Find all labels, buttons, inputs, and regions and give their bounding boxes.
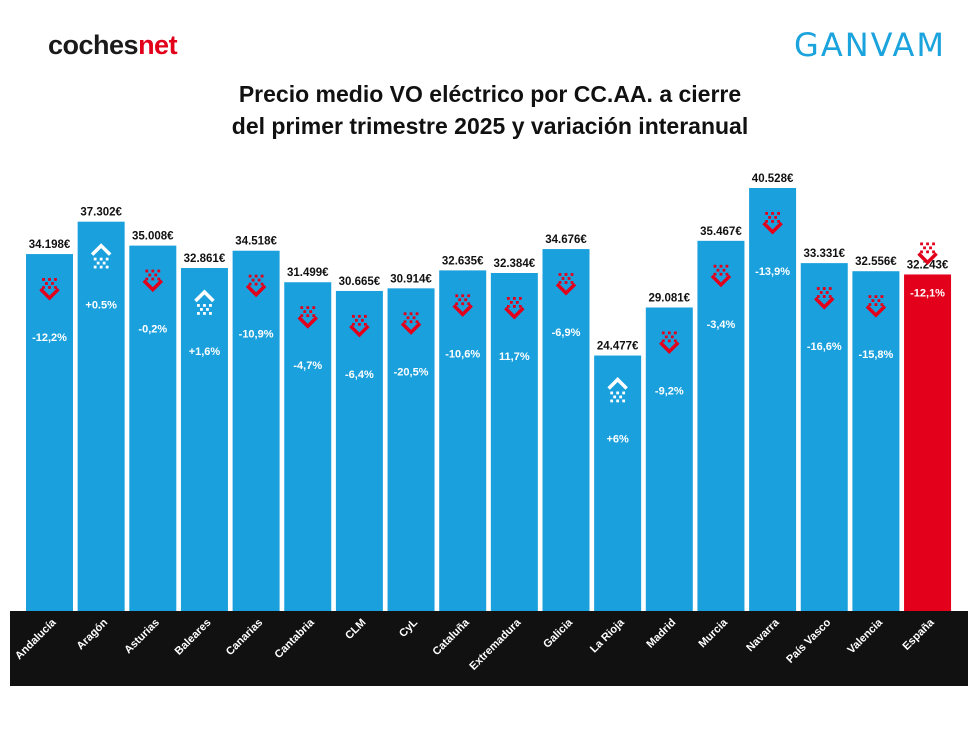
chart-title-line-2: del primer trimestre 2025 y variación in… <box>231 113 749 139</box>
arrow-up-icon <box>607 377 628 403</box>
value-label: 35.467€ <box>700 226 742 238</box>
arrow-up-icon <box>194 289 215 315</box>
bar <box>542 249 590 611</box>
value-label: 31.499€ <box>287 267 329 279</box>
variation-label: -0,2% <box>138 324 167 336</box>
bar <box>180 268 228 611</box>
variation-label: -16,6% <box>807 341 842 353</box>
arrow-down-icon <box>504 297 525 320</box>
variation-label: -6,4% <box>345 369 374 381</box>
bar <box>490 273 538 611</box>
cochesnet-logo: cochesnet <box>48 30 178 60</box>
category-label-strip <box>10 611 968 686</box>
value-label: 32.556€ <box>855 256 897 268</box>
variation-label: -20,5% <box>394 366 429 378</box>
variation-label: -12,2% <box>32 332 67 344</box>
arrow-down-icon <box>917 242 938 265</box>
arrow-down-icon <box>710 264 732 288</box>
variation-label: -13,9% <box>755 266 790 278</box>
value-label: 32.384€ <box>494 258 536 270</box>
bar <box>800 263 848 611</box>
ganvam-logo: GANVAM <box>794 26 946 64</box>
variation-label: -10,9% <box>239 329 274 341</box>
value-label: 30.665€ <box>339 276 381 288</box>
value-label: 32.635€ <box>442 255 484 267</box>
value-label: 30.914€ <box>390 273 432 285</box>
bar <box>645 307 693 611</box>
arrow-down-icon <box>400 312 422 335</box>
variation-label: +1,6% <box>189 346 221 358</box>
bar <box>26 254 73 611</box>
bar <box>232 250 280 612</box>
bar <box>439 270 487 611</box>
bar <box>749 188 797 611</box>
bar <box>904 274 952 611</box>
arrow-down-icon <box>762 212 783 235</box>
arrow-down-icon <box>245 274 267 298</box>
chart-title-line-1: Precio medio VO eléctrico por CC.AA. a c… <box>238 81 742 107</box>
value-label: 34.198€ <box>29 239 71 251</box>
variation-label: -12,1% <box>910 287 945 299</box>
arrow-down-icon <box>39 278 60 301</box>
arrow-down-icon <box>349 314 370 338</box>
value-label: 35.008€ <box>132 231 174 243</box>
value-label: 40.528€ <box>752 173 794 185</box>
bar <box>335 290 383 611</box>
arrow-down-icon <box>814 287 835 310</box>
variation-label: -6,9% <box>552 327 581 339</box>
bar <box>129 245 177 611</box>
value-label: 33.331€ <box>803 248 845 260</box>
variation-label: +6% <box>606 434 629 446</box>
variation-label: +0.5% <box>85 300 117 312</box>
arrow-down-icon <box>865 295 887 318</box>
variation-label: -9,2% <box>655 385 684 397</box>
value-label: 34.676€ <box>545 234 587 246</box>
bar <box>387 288 435 611</box>
variation-label: 11,7% <box>499 351 530 363</box>
arrow-down-icon <box>142 269 164 293</box>
variation-label: -3,4% <box>707 319 736 331</box>
bar <box>77 221 125 611</box>
value-label: 32.243€ <box>907 259 949 271</box>
value-label: 37.302€ <box>80 207 122 219</box>
bar <box>284 282 332 611</box>
value-label: 24.477€ <box>597 341 639 353</box>
bar <box>697 240 745 611</box>
value-label: 34.518€ <box>235 236 277 248</box>
value-label: 29.081€ <box>649 292 691 304</box>
bar <box>594 355 642 611</box>
arrow-down-icon <box>297 306 318 329</box>
arrow-down-icon <box>555 273 577 296</box>
arrow-down-icon <box>452 294 473 317</box>
variation-label: -4,7% <box>293 360 322 372</box>
variation-label: -15,8% <box>858 349 893 361</box>
value-label: 32.861€ <box>184 253 226 265</box>
arrow-up-icon <box>90 243 112 269</box>
arrow-down-icon <box>659 331 680 354</box>
variation-label: -10,6% <box>445 348 480 360</box>
bar <box>852 271 900 611</box>
chart-title: Precio medio VO eléctrico por CC.AA. a c… <box>0 78 980 142</box>
